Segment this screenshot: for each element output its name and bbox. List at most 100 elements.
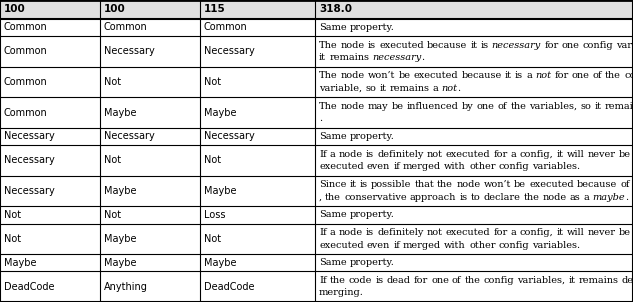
Text: dead: dead xyxy=(622,276,633,285)
Text: Same: Same xyxy=(319,258,347,267)
Text: influenced: influenced xyxy=(407,102,459,111)
Text: a: a xyxy=(511,150,517,159)
Text: Necessary: Necessary xyxy=(4,131,54,142)
Text: config: config xyxy=(499,240,529,249)
Text: it: it xyxy=(556,228,563,237)
Text: for: for xyxy=(554,71,568,80)
Text: to: to xyxy=(471,193,480,202)
Text: a: a xyxy=(330,228,335,237)
Text: config,: config, xyxy=(520,150,553,159)
Text: Common: Common xyxy=(4,22,47,32)
Bar xyxy=(0,223,633,254)
Text: DeadCode: DeadCode xyxy=(4,282,54,292)
Text: it: it xyxy=(556,150,563,159)
Bar xyxy=(0,207,633,223)
Text: possible: possible xyxy=(371,181,411,189)
Text: Not: Not xyxy=(204,234,221,244)
Text: definitely: definitely xyxy=(377,150,423,159)
Text: Not: Not xyxy=(4,234,21,244)
Text: is: is xyxy=(368,40,376,50)
Text: config: config xyxy=(499,162,529,171)
Text: node: node xyxy=(341,40,365,50)
Text: for: for xyxy=(494,150,508,159)
Text: a: a xyxy=(432,84,438,92)
Text: a: a xyxy=(330,150,335,159)
Text: Same: Same xyxy=(319,210,347,220)
Text: even: even xyxy=(367,162,390,171)
Text: that: that xyxy=(415,181,434,189)
Text: .: . xyxy=(458,84,460,92)
Bar xyxy=(0,176,633,207)
Text: node: node xyxy=(542,193,567,202)
Text: If: If xyxy=(319,276,327,285)
Text: .: . xyxy=(422,53,425,62)
Text: Maybe: Maybe xyxy=(104,186,137,196)
Text: be: be xyxy=(399,71,410,80)
Text: the: the xyxy=(465,276,480,285)
Text: Anything: Anything xyxy=(104,282,148,292)
Text: The: The xyxy=(319,71,337,80)
Text: Maybe: Maybe xyxy=(4,258,37,268)
Text: the: the xyxy=(510,102,526,111)
Text: property.: property. xyxy=(350,132,394,141)
Text: it: it xyxy=(505,71,511,80)
Text: If: If xyxy=(319,150,327,159)
Text: will: will xyxy=(567,228,584,237)
Text: is: is xyxy=(515,71,523,80)
Text: Maybe: Maybe xyxy=(204,258,237,268)
Text: because: because xyxy=(577,181,617,189)
Text: other: other xyxy=(469,240,496,249)
Text: variable,: variable, xyxy=(319,84,362,92)
Text: .: . xyxy=(319,114,322,123)
Text: config: config xyxy=(624,71,633,80)
Text: Necessary: Necessary xyxy=(4,186,54,196)
Text: executed: executed xyxy=(319,162,363,171)
Text: for: for xyxy=(413,276,428,285)
Text: Common: Common xyxy=(4,46,47,56)
Text: Necessary: Necessary xyxy=(104,46,154,56)
Text: not: not xyxy=(441,84,458,92)
Text: a: a xyxy=(511,228,517,237)
Text: it: it xyxy=(379,84,386,92)
Text: Maybe: Maybe xyxy=(204,186,237,196)
Text: remains: remains xyxy=(329,53,369,62)
Text: may: may xyxy=(368,102,389,111)
Text: won’t: won’t xyxy=(368,71,396,80)
Text: 100: 100 xyxy=(4,5,26,14)
Text: Not: Not xyxy=(4,210,21,220)
Text: executed: executed xyxy=(319,240,363,249)
Text: not: not xyxy=(427,150,442,159)
Text: with: with xyxy=(444,240,466,249)
Text: because: because xyxy=(427,40,467,50)
Text: one: one xyxy=(561,40,579,50)
Text: remains: remains xyxy=(389,84,429,92)
Text: with: with xyxy=(444,162,466,171)
Text: The: The xyxy=(319,40,337,50)
Text: never: never xyxy=(587,228,616,237)
Text: be: be xyxy=(392,102,404,111)
Text: code: code xyxy=(349,276,372,285)
Text: not: not xyxy=(427,228,442,237)
Text: the: the xyxy=(437,181,453,189)
Text: a: a xyxy=(584,193,589,202)
Text: as: as xyxy=(570,193,580,202)
Text: for: for xyxy=(494,228,508,237)
Text: merging.: merging. xyxy=(319,288,364,297)
Text: is: is xyxy=(366,228,374,237)
Text: variables,: variables, xyxy=(517,276,565,285)
Text: dead: dead xyxy=(387,276,410,285)
Text: Not: Not xyxy=(104,156,121,165)
Text: config: config xyxy=(484,276,514,285)
Text: Necessary: Necessary xyxy=(204,131,254,142)
Bar xyxy=(0,36,633,66)
Text: is: is xyxy=(480,40,489,50)
Bar xyxy=(0,254,633,271)
Bar xyxy=(0,128,633,145)
Text: of: of xyxy=(592,71,602,80)
Text: variables.: variables. xyxy=(532,162,580,171)
Text: it: it xyxy=(349,181,356,189)
Text: the: the xyxy=(325,193,341,202)
Text: executed: executed xyxy=(379,40,424,50)
Text: if: if xyxy=(393,240,400,249)
Text: config: config xyxy=(582,40,613,50)
